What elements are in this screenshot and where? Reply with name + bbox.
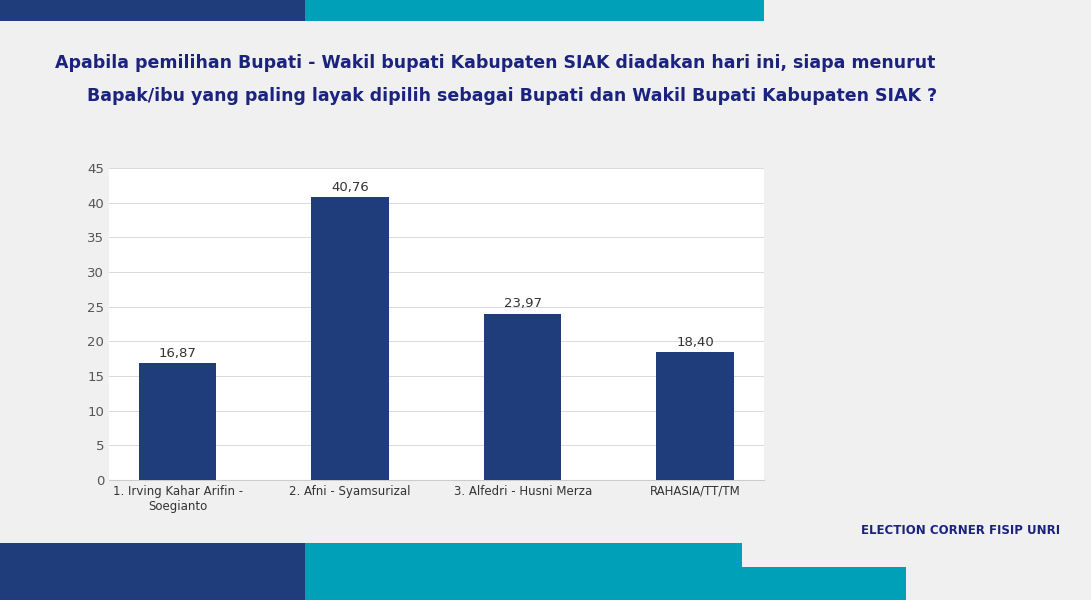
Bar xyxy=(0,567,305,600)
Text: 23,97: 23,97 xyxy=(504,298,541,310)
Text: Bapak/ibu yang paling layak dipilih sebagai Bupati dan Wakil Bupati Kabupaten SI: Bapak/ibu yang paling layak dipilih seba… xyxy=(87,87,937,105)
Bar xyxy=(139,363,216,480)
Bar xyxy=(311,197,389,480)
Text: 18,40: 18,40 xyxy=(676,336,714,349)
Text: 40,76: 40,76 xyxy=(332,181,369,194)
Text: 16,87: 16,87 xyxy=(158,347,196,359)
Bar xyxy=(657,352,734,480)
Bar xyxy=(483,314,562,480)
Bar xyxy=(305,543,742,567)
Bar xyxy=(305,0,764,21)
Bar xyxy=(305,567,906,600)
Bar xyxy=(0,543,305,567)
Text: Apabila pemilihan Bupati - Wakil bupati Kabupaten SIAK diadakan hari ini, siapa : Apabila pemilihan Bupati - Wakil bupati … xyxy=(55,54,935,72)
Text: ELECTION CORNER FISIP UNRI: ELECTION CORNER FISIP UNRI xyxy=(861,524,1059,538)
Bar xyxy=(0,0,305,21)
